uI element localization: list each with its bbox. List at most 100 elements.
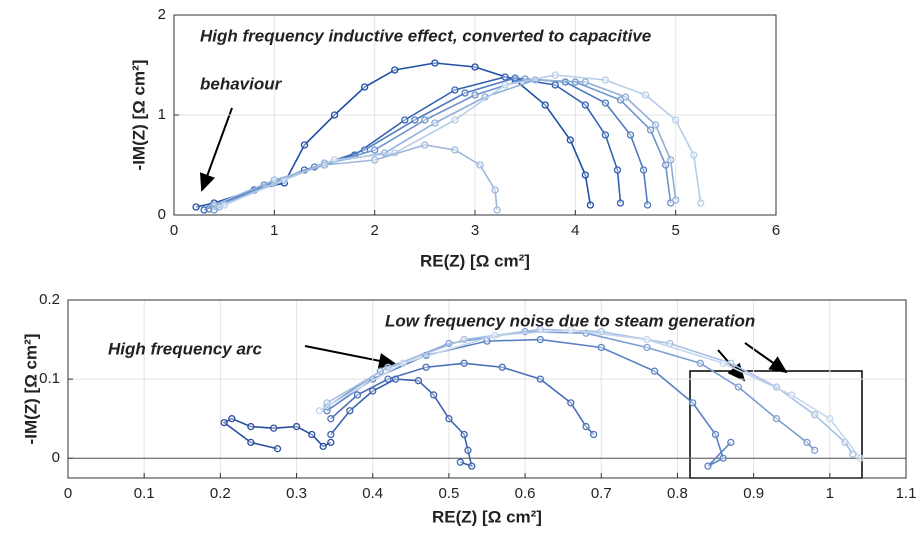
point [320,161,329,169]
x-tick-label: 1 [826,485,834,502]
series-line [218,79,677,208]
x-tick-label: 0.5 [438,485,459,502]
point [353,391,362,399]
point [431,59,439,67]
point [273,445,282,453]
x-tick-label: 6 [772,222,780,239]
point [327,430,335,439]
point [501,73,509,81]
y-axis-label: -IM(Z) [Ω cm²] [21,334,40,445]
annotation: Low frequency noise due to steam generat… [385,311,755,330]
arrow [717,349,746,382]
point [697,199,705,207]
point [220,418,228,427]
x-tick-label: 1 [270,222,278,239]
point [727,438,735,447]
point [672,196,680,204]
x-tick-label: 0 [170,222,178,239]
point [498,363,506,371]
point [643,343,651,352]
point [327,415,335,423]
point [421,141,429,149]
point [228,415,236,423]
point [360,83,369,91]
point [300,141,309,149]
y-tick-label: 2 [158,6,166,23]
point [810,446,819,454]
x-tick-label: 4 [571,222,579,239]
point [493,206,501,214]
series-line [330,378,473,468]
arrow [304,345,397,369]
x-tick-label: 0.6 [515,485,536,502]
point [849,450,857,458]
point [464,446,472,454]
series-line [213,78,672,211]
point [650,367,659,375]
point [626,131,635,139]
point [451,146,459,154]
point [292,422,301,431]
point [511,74,519,82]
point [501,81,509,89]
point [319,442,327,451]
point [641,91,650,99]
series-line [222,417,332,450]
point [582,422,590,431]
point [471,63,479,71]
point [210,201,218,209]
point [461,89,469,97]
point [711,430,720,439]
series-line [326,330,816,451]
point [384,363,392,371]
point [445,415,453,423]
point [460,335,468,344]
point [581,101,590,109]
point [601,76,610,84]
x-tick-label: 0.2 [210,485,231,502]
annotation: High frequency inductive effect, convert… [200,26,651,45]
point [371,146,379,154]
point [586,201,595,209]
y-tick-label: 0 [158,206,166,223]
series-line [326,338,732,467]
point [247,438,255,447]
point [704,462,712,470]
point [551,81,559,89]
point [643,201,652,209]
point [421,116,429,124]
point [772,415,781,423]
x-tick-label: 0.8 [667,485,688,502]
point [476,161,484,169]
point [601,131,610,139]
series-line [330,362,595,436]
point [566,136,574,144]
x-tick-label: 5 [671,222,679,239]
point [431,119,439,127]
point [468,462,476,470]
point [567,326,575,334]
point [601,99,610,107]
point [590,430,598,439]
point [643,335,651,344]
point [451,116,459,124]
x-tick-label: 1.1 [896,485,917,502]
point [597,343,605,352]
point [247,422,255,431]
point [639,166,648,174]
point [414,377,423,385]
point [330,156,339,164]
plot-frame [173,14,777,216]
x-tick-label: 3 [471,222,479,239]
point [689,399,697,407]
arrow [744,342,788,374]
point [270,424,278,432]
point [826,415,834,423]
x-tick-label: 2 [370,222,378,239]
point [308,430,316,439]
point [430,391,438,399]
series-line [319,329,861,459]
point [616,199,625,207]
y-tick-label: 0 [52,449,60,466]
